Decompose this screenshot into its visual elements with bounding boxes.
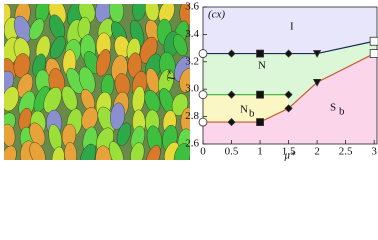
figure: 2.6 2.8 3.0 3.2 3.4 3.6 0 0.5 1 1.5 2 2.5 3 μ* T* (cx) I… — [4, 1, 378, 162]
ellipsoid — [130, 142, 145, 160]
region-label: N — [258, 60, 266, 72]
region-label: S — [330, 102, 336, 114]
ellipsoid — [173, 34, 188, 57]
marker — [312, 78, 322, 87]
page: 2.6 2.8 3.0 3.2 3.4 3.6 0 0.5 1 1.5 2 2.5 3 μ* T* (cx) I… — [4, 0, 378, 162]
marker — [256, 90, 264, 99]
ellipsoid — [51, 146, 65, 160]
marker — [256, 49, 264, 58]
phase-boundary — [203, 40, 375, 55]
plot-frame — [202, 6, 378, 145]
x-tick-label: 2.5 — [339, 146, 353, 158]
ellipsoid — [4, 86, 19, 112]
ellipsoid — [4, 145, 17, 160]
ellipsoid — [29, 18, 45, 40]
x-tick-label: 2 — [314, 146, 320, 158]
ellipsoid — [13, 15, 32, 43]
marker — [312, 50, 322, 58]
ellipsoid — [43, 86, 62, 114]
x-tick-label: 3 — [371, 146, 377, 158]
region-label: N — [240, 104, 248, 116]
marker — [369, 36, 378, 46]
y-tick-label: 3.4 — [185, 28, 199, 40]
marker — [284, 49, 293, 58]
marker — [198, 117, 208, 127]
ellipsoid — [110, 102, 126, 130]
ellipsoid — [78, 4, 96, 23]
x-tick-label: 0.5 — [225, 146, 239, 158]
ellipsoid-render — [4, 4, 190, 160]
region-label-subscript: b — [249, 108, 255, 120]
marker — [227, 49, 236, 58]
phase-boundary — [203, 53, 375, 123]
ellipsoid — [64, 142, 77, 160]
ellipsoid — [80, 143, 97, 160]
y-tick-label: 3.2 — [185, 55, 199, 67]
x-axis-label: μ* — [283, 150, 296, 162]
ellipsoid — [116, 122, 132, 147]
ellipsoid — [29, 142, 46, 160]
panel-label: (cx) — [208, 9, 225, 21]
marker — [198, 90, 208, 100]
marker — [198, 49, 208, 58]
x-tick-label: 1 — [257, 146, 263, 158]
y-tick-label: 2.6 — [185, 138, 199, 150]
ellipsoid — [108, 141, 124, 160]
ellipsoid — [96, 49, 111, 77]
ellipsoid — [81, 107, 99, 131]
region-label-subscript: b — [339, 106, 345, 118]
y-tick-label: 3.6 — [185, 1, 199, 13]
y-axis-label: T* — [166, 69, 178, 81]
ellipsoid — [13, 53, 31, 79]
y-tick-label: 2.8 — [185, 110, 199, 122]
marker — [227, 90, 236, 99]
ellipsoid — [173, 143, 190, 160]
ellipsoid — [144, 90, 161, 113]
marker — [284, 90, 293, 99]
marker — [284, 104, 293, 113]
marker — [227, 118, 236, 127]
marker — [369, 49, 378, 58]
ellipsoid — [179, 68, 190, 93]
region-label: I — [290, 21, 294, 33]
marker — [256, 118, 264, 126]
x-tick-label: 0 — [200, 146, 206, 158]
y-tick-label: 3.0 — [185, 83, 199, 95]
ellipsoid — [145, 145, 161, 160]
region-sb — [203, 53, 377, 144]
x-tick-label: 1.5 — [282, 146, 296, 158]
ellipsoid — [29, 122, 46, 147]
